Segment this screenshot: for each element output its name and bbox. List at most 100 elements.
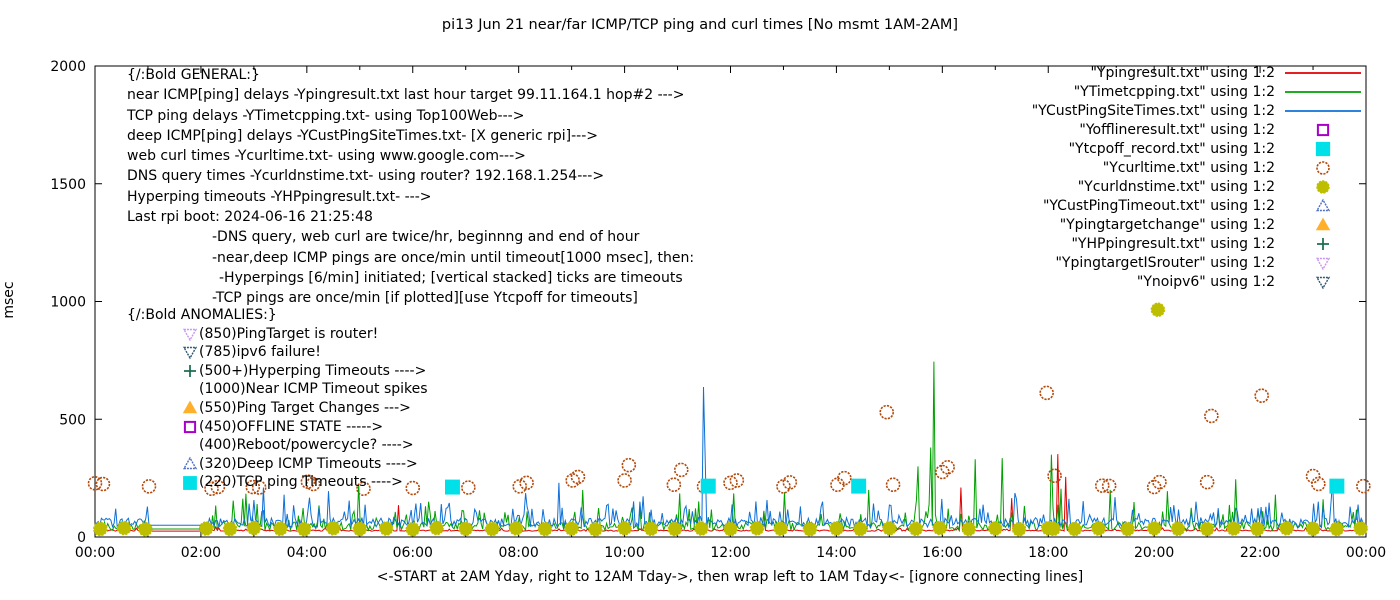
square-filled-icon [1275, 140, 1367, 158]
y-tick-label: 1500 [50, 177, 86, 193]
legend-label: "Ypingtargetchange" using 1:2 [1059, 216, 1275, 233]
anomaly-item: (400)Reboot/powercycle? ----> [127, 436, 428, 455]
anomaly-text: (500+)Hyperping Timeouts ----> [199, 362, 427, 379]
y-axis-label: msec [1, 281, 17, 319]
chart-title: pi13 Jun 21 near/far ICMP/TCP ping and c… [441, 17, 959, 33]
legend-item: "YpingtargetISrouter" using 1:2 [1032, 253, 1367, 272]
series-points-Ycurltime.txt [87, 385, 1371, 497]
legend-item: "YCustPingSiteTimes.txt" using 1:2 [1032, 101, 1367, 120]
anomalies-annotation-block: {/:Bold ANOMALIES:} (850)PingTarget is ro… [127, 306, 428, 492]
circle-open-icon [1275, 159, 1367, 177]
anomaly-text: (785)ipv6 failure! [199, 344, 321, 361]
legend-item: "Ycurldnstime.txt" using 1:2 [1032, 177, 1367, 196]
general-line: web curl times -Ycurltime.txt- using www… [127, 148, 526, 165]
x-tick-label: 14:00 [816, 545, 856, 561]
anomaly-item: (320)Deep ICMP Timeouts ----> [127, 455, 428, 474]
legend-label: "Ytcpoff_record.txt" using 1:2 [1068, 140, 1275, 157]
general-line: -TCP pings are once/min [if plotted][use… [212, 290, 638, 307]
triangle-up-filled-icon [1275, 216, 1367, 234]
general-line: -near,deep ICMP pings are once/min until… [212, 249, 695, 266]
legend-label: "YCustPingSiteTimes.txt" using 1:2 [1031, 102, 1275, 119]
general-line: Hyperping timeouts -YHPpingresult.txt- -… [127, 188, 432, 205]
triangle-down-open-icon [1275, 273, 1367, 291]
legend-label: "Yofflineresult.txt" using 1:2 [1079, 121, 1275, 138]
x-tick-label: 16:00 [922, 545, 962, 561]
anomaly-item: (1000)Near ICMP Timeout spikes [127, 380, 428, 399]
general-line: TCP ping delays -YTimetcpping.txt- using… [127, 107, 525, 124]
general-line: deep ICMP[ping] delays -YCustPingSiteTim… [127, 127, 598, 144]
anomaly-item: (220)TCP ping Timeouts ----> [127, 473, 428, 492]
triangle-down-open-icon [182, 344, 199, 360]
triangle-down-open-icon [1275, 254, 1367, 272]
general-line: near ICMP[ping] delays -Ypingresult.txt … [127, 87, 685, 104]
anomalies-header: {/:Bold ANOMALIES:} [127, 307, 277, 323]
anomaly-text: (550)Ping Target Changes ---> [199, 399, 411, 416]
legend-item: "YCustPingTimeout.txt" using 1:2 [1032, 196, 1367, 215]
legend-label: "YpingtargetISrouter" using 1:2 [1055, 254, 1275, 271]
anomaly-item: (450)OFFLINE STATE -----> [127, 418, 428, 437]
general-annotation-block: {/:Bold GENERAL:} near ICMP[ping] delays … [127, 65, 694, 309]
series-line-YCustPingSiteTimes.txt [94, 386, 1367, 529]
legend-item: "Ytcpoff_record.txt" using 1:2 [1032, 139, 1367, 158]
legend-label: "Ypingresult.txt" using 1:2 [1090, 64, 1275, 81]
general-line: {/:Bold GENERAL:} [127, 67, 260, 83]
x-tick-label: 00:00 [1346, 545, 1386, 561]
legend-item: "Yofflineresult.txt" using 1:2 [1032, 120, 1367, 139]
legend: "Ypingresult.txt" using 1:2 "YTimetcpping… [1032, 63, 1367, 291]
anomaly-item: (850)PingTarget is router! [127, 325, 428, 344]
legend-item: "YHPpingresult.txt" using 1:2 [1032, 234, 1367, 253]
line-icon [1275, 102, 1367, 120]
anomaly-item: (785)ipv6 failure! [127, 343, 428, 362]
x-tick-label: 02:00 [181, 545, 221, 561]
x-tick-label: 04:00 [287, 545, 327, 561]
anomaly-text: (1000)Near ICMP Timeout spikes [199, 381, 428, 398]
x-tick-label: 00:00 [75, 545, 115, 561]
legend-item: "YTimetcpping.txt" using 1:2 [1032, 82, 1367, 101]
anomaly-text: (320)Deep ICMP Timeouts ----> [199, 455, 418, 472]
x-tick-label: 06:00 [393, 545, 433, 561]
x-axis-label: <-START at 2AM Yday, right to 12AM Tday-… [376, 569, 1084, 585]
general-line: -Hyperpings [6/min] initiated; [vertical… [219, 269, 683, 286]
plus-icon [1275, 235, 1367, 253]
anomaly-text: (400)Reboot/powercycle? ----> [199, 437, 414, 454]
y-tick-label: 500 [59, 412, 86, 428]
general-line: -DNS query, web curl are twice/hr, begin… [212, 229, 640, 246]
y-tick-label: 2000 [50, 59, 86, 75]
anomaly-item: (500+)Hyperping Timeouts ----> [127, 362, 428, 381]
general-line: Last rpi boot: 2024-06-16 21:25:48 [127, 209, 373, 226]
anomaly-text: (220)TCP ping Timeouts ----> [199, 474, 403, 491]
square-open-icon [1275, 121, 1367, 139]
line-icon [1275, 83, 1367, 101]
general-line: DNS query times -Ycurldnstime.txt- using… [127, 168, 605, 185]
triangle-up-filled-icon [182, 400, 199, 416]
plus-icon [182, 363, 199, 379]
line-icon [1275, 64, 1367, 82]
legend-label: "YHPpingresult.txt" using 1:2 [1071, 235, 1275, 252]
x-tick-label: 22:00 [1240, 545, 1280, 561]
legend-item: "Ycurltime.txt" using 1:2 [1032, 158, 1367, 177]
legend-item: "Ynoipv6" using 1:2 [1032, 272, 1367, 291]
legend-item: "Ypingtargetchange" using 1:2 [1032, 215, 1367, 234]
x-tick-label: 12:00 [710, 545, 750, 561]
legend-item: "Ypingresult.txt" using 1:2 [1032, 63, 1367, 82]
legend-label: "Ycurldnstime.txt" using 1:2 [1077, 178, 1275, 195]
legend-label: "Ynoipv6" using 1:2 [1136, 273, 1275, 290]
circle-filled-icon [1275, 178, 1367, 196]
x-tick-label: 18:00 [1028, 545, 1068, 561]
anomaly-text: (450)OFFLINE STATE -----> [199, 418, 384, 435]
x-tick-label: 08:00 [498, 545, 538, 561]
y-tick-label: 1000 [50, 295, 86, 311]
anomaly-text: (850)PingTarget is router! [199, 325, 379, 342]
x-tick-label: 10:00 [604, 545, 644, 561]
triangle-up-open-icon [1275, 197, 1367, 215]
x-tick-label: 20:00 [1134, 545, 1174, 561]
legend-label: "YTimetcpping.txt" using 1:2 [1073, 83, 1275, 100]
square-filled-icon [182, 475, 199, 491]
y-tick-label: 0 [77, 530, 86, 546]
legend-label: "Ycurltime.txt" using 1:2 [1102, 159, 1275, 176]
triangle-down-open-icon [182, 326, 199, 342]
square-open-icon [182, 419, 199, 435]
series-points-Ytcpoff_record.txt [444, 478, 1345, 495]
